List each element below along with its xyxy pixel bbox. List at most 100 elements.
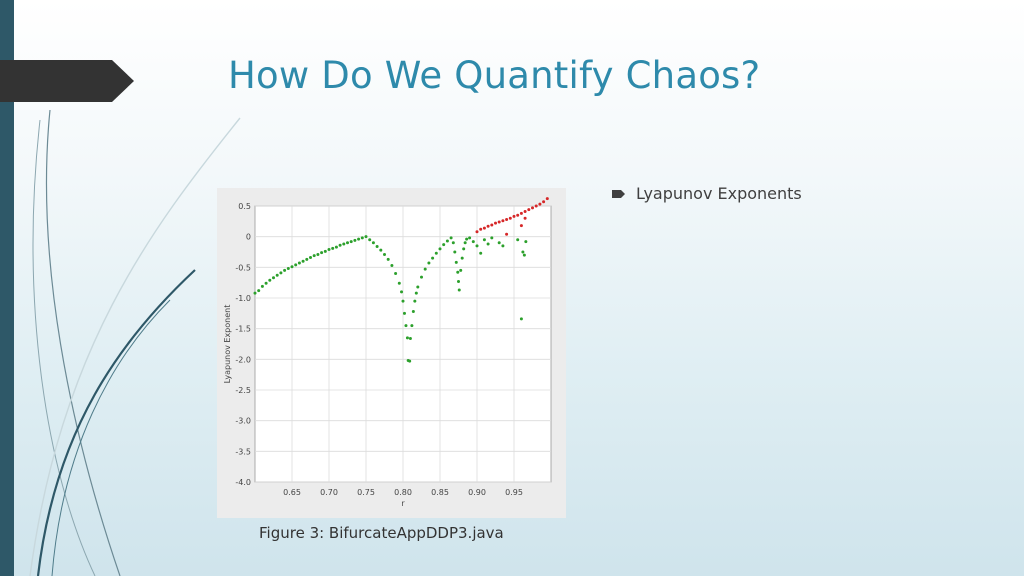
data-point [283, 268, 287, 272]
data-point [512, 214, 516, 218]
data-point [408, 359, 412, 363]
data-point [534, 204, 538, 208]
data-point [416, 285, 420, 289]
data-point [445, 239, 449, 243]
x-tick-label: 0.90 [468, 488, 486, 497]
y-tick-label: -0.5 [235, 263, 251, 272]
data-point [475, 244, 479, 248]
arrow-bullet-icon [612, 189, 625, 198]
data-point [486, 224, 490, 228]
data-point [279, 271, 283, 275]
bullet-text: Lyapunov Exponents [636, 184, 802, 203]
data-point [442, 243, 446, 247]
data-point [479, 227, 483, 231]
y-tick-label: 0.5 [238, 202, 251, 211]
data-point [516, 213, 520, 217]
data-point [475, 230, 479, 234]
data-point [410, 324, 414, 328]
data-point [456, 270, 460, 274]
data-point [479, 251, 483, 255]
bullet-list: Lyapunov Exponents [612, 184, 802, 203]
data-point [312, 254, 316, 258]
data-point [519, 211, 523, 215]
data-point [463, 241, 467, 245]
x-tick-label: 0.95 [505, 488, 523, 497]
data-point [353, 238, 357, 242]
left-accent-bar [0, 0, 14, 576]
data-point [460, 256, 464, 260]
data-point [290, 265, 294, 269]
data-point [294, 263, 298, 267]
data-point [400, 290, 404, 294]
data-point [454, 260, 458, 264]
data-point [405, 336, 409, 340]
data-point [397, 281, 401, 285]
data-point [413, 299, 417, 303]
data-point [482, 238, 486, 242]
data-point [379, 248, 383, 252]
deco-line [36, 269, 196, 576]
data-point [375, 244, 379, 248]
data-point [286, 267, 290, 271]
data-point [490, 236, 494, 240]
data-point [523, 210, 527, 214]
title-tab-shape [0, 60, 134, 102]
data-point [434, 251, 438, 255]
data-point [316, 252, 320, 256]
x-tick-label: 0.70 [320, 488, 338, 497]
data-point [260, 284, 264, 288]
data-point [482, 226, 486, 230]
data-point [390, 263, 394, 267]
data-point [486, 242, 490, 246]
x-tick-label: 0.65 [283, 488, 301, 497]
data-point [264, 281, 268, 285]
data-point [309, 256, 312, 260]
x-tick-label: 0.75 [357, 488, 375, 497]
data-point [423, 267, 427, 271]
data-point [331, 246, 335, 250]
deco-line [51, 299, 171, 576]
data-point [334, 245, 338, 249]
data-point [457, 279, 460, 283]
data-point [338, 243, 342, 247]
data-point [505, 217, 509, 221]
data-point [523, 216, 527, 220]
data-point [349, 240, 353, 244]
data-point [383, 252, 386, 256]
data-point [371, 241, 375, 245]
data-point [505, 232, 509, 236]
data-point [368, 238, 372, 242]
figure: 0.65 0.70 0.75 0.80 0.85 0.90 0.95 0.5 0 -0.5 -1.0… [217, 188, 566, 518]
data-point [268, 278, 272, 282]
data-point [364, 235, 368, 239]
data-point [501, 219, 505, 223]
data-point [465, 237, 469, 241]
deco-line [45, 109, 121, 576]
y-tick-label: -3.5 [235, 447, 251, 456]
data-point [427, 261, 431, 265]
x-axis-label: r [401, 499, 405, 508]
y-tick-label: -1.0 [235, 294, 251, 303]
data-point [346, 241, 349, 245]
data-point [411, 309, 415, 313]
data-point [401, 299, 405, 303]
data-point [323, 249, 327, 253]
data-point [394, 271, 398, 275]
data-point [402, 311, 406, 315]
data-point [297, 261, 301, 265]
data-point [420, 275, 423, 279]
data-point [538, 202, 542, 206]
data-point [490, 223, 494, 227]
data-point [497, 241, 501, 245]
data-point [414, 291, 418, 295]
data-point [494, 221, 497, 225]
data-point [521, 250, 525, 254]
data-point [272, 276, 275, 280]
y-tick-label: -2.0 [235, 355, 251, 364]
data-point [471, 240, 475, 244]
bullet-item: Lyapunov Exponents [612, 184, 802, 203]
data-point [519, 224, 523, 228]
data-point [451, 241, 455, 245]
data-point [327, 248, 331, 252]
data-point [519, 317, 523, 321]
